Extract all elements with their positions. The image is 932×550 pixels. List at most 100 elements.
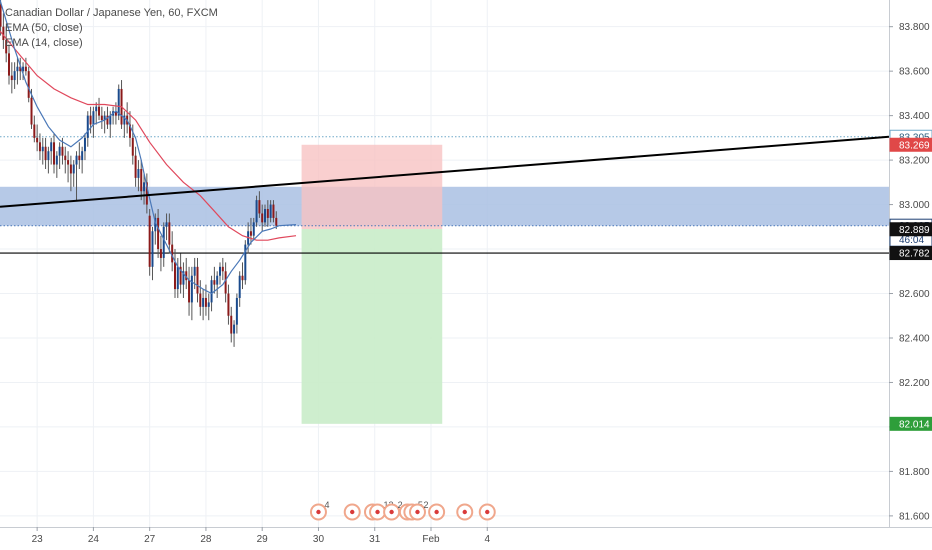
candle-body bbox=[134, 155, 137, 178]
time-axis-bg bbox=[0, 527, 932, 550]
y-tick-label: 82.400 bbox=[899, 333, 930, 344]
candle-body bbox=[213, 280, 216, 285]
candle-body bbox=[89, 115, 92, 125]
candle-body bbox=[55, 155, 58, 165]
candle-body bbox=[19, 66, 22, 72]
candle-body bbox=[41, 146, 44, 152]
price-label-text: 46:04 bbox=[899, 235, 924, 246]
candle-body bbox=[47, 151, 50, 161]
y-tick-label: 81.600 bbox=[899, 511, 930, 522]
y-tick-label: 83.400 bbox=[899, 111, 930, 122]
candle-body bbox=[72, 164, 75, 174]
candle-body bbox=[244, 244, 247, 281]
legend-title: Canadian Dollar / Japanese Yen, 60, FXCM bbox=[5, 7, 218, 19]
trendline-layer[interactable] bbox=[0, 135, 890, 208]
candle-body bbox=[69, 164, 72, 174]
candle-body bbox=[95, 106, 98, 112]
x-tick-label: 24 bbox=[88, 534, 100, 545]
candle-body bbox=[216, 275, 219, 285]
candle-body bbox=[103, 115, 106, 121]
x-tick-label: 27 bbox=[144, 534, 156, 545]
x-tick-label: 28 bbox=[200, 534, 212, 545]
candle-body bbox=[238, 275, 241, 298]
candle-body bbox=[264, 209, 267, 223]
event-count: 2 bbox=[423, 500, 428, 510]
event-marker-dot bbox=[434, 509, 439, 515]
y-tick-label: 83.000 bbox=[899, 200, 930, 211]
price-label-text: 82.014 bbox=[899, 419, 930, 430]
candle-body bbox=[117, 88, 120, 116]
price-label-text: 82.782 bbox=[899, 249, 930, 260]
event-count: 2 bbox=[398, 500, 403, 510]
x-tick-label: 31 bbox=[369, 534, 381, 545]
candle-body bbox=[252, 222, 255, 236]
candle-body bbox=[38, 142, 41, 152]
candle-body bbox=[196, 266, 199, 294]
ema-14-line bbox=[0, 0, 297, 295]
candle-body bbox=[50, 142, 53, 152]
horizontal-lines-layer bbox=[0, 136, 889, 254]
y-tick-label: 81.800 bbox=[899, 467, 930, 478]
event-marker-dot bbox=[462, 509, 467, 515]
candle-body bbox=[33, 124, 36, 138]
candle-body bbox=[210, 280, 213, 303]
price-label-box bbox=[889, 416, 932, 431]
candle-body bbox=[185, 271, 188, 281]
candle-body bbox=[269, 204, 272, 218]
candle-body bbox=[81, 151, 84, 161]
legend-ema-50[interactable]: EMA (50, close) bbox=[5, 22, 83, 34]
candle-body bbox=[266, 209, 269, 218]
y-tick-label: 83.200 bbox=[899, 156, 930, 167]
candle-body bbox=[44, 146, 47, 161]
candle-body bbox=[255, 200, 258, 223]
candle-body bbox=[10, 75, 13, 81]
candle-body bbox=[36, 137, 39, 143]
candle-body bbox=[131, 137, 134, 156]
candle-body bbox=[193, 266, 196, 276]
candle-body bbox=[151, 231, 154, 267]
price-label-box bbox=[889, 222, 932, 237]
candle-body bbox=[2, 26, 5, 41]
candle-body bbox=[109, 115, 112, 125]
y-tick-label: 83.600 bbox=[899, 67, 930, 78]
candle-body bbox=[106, 115, 109, 125]
event-marker-dot bbox=[389, 509, 394, 515]
x-tick-label: 29 bbox=[257, 534, 269, 545]
candle-body bbox=[58, 146, 61, 156]
trendline bbox=[0, 135, 890, 208]
candle-body bbox=[53, 142, 56, 165]
candle-body bbox=[123, 115, 126, 125]
candle-body bbox=[275, 217, 278, 226]
price-label-text: 82.889 bbox=[899, 225, 930, 236]
candle-body bbox=[190, 275, 193, 303]
chart-legend: Canadian Dollar / Japanese Yen, 60, FXCM… bbox=[5, 6, 218, 51]
position-stop-area bbox=[301, 144, 443, 230]
event-count: 4 bbox=[324, 500, 329, 510]
event-marker-dot bbox=[375, 509, 380, 515]
ema-layer bbox=[0, 0, 297, 295]
candle-body bbox=[64, 155, 67, 161]
candle-body bbox=[137, 168, 140, 178]
price-label-text: 83.269 bbox=[899, 140, 930, 151]
candle-body bbox=[224, 271, 227, 294]
candle-body bbox=[199, 293, 202, 307]
candle-body bbox=[176, 266, 179, 290]
y-tick-label: 83.800 bbox=[899, 22, 930, 33]
candle-body bbox=[30, 97, 33, 125]
legend-ema-14[interactable]: EMA (14, close) bbox=[5, 37, 83, 49]
candle-body bbox=[165, 222, 168, 227]
candle-body bbox=[272, 204, 275, 218]
candle-body bbox=[22, 66, 25, 72]
x-tick-label: 23 bbox=[32, 534, 44, 545]
candle-body bbox=[16, 66, 19, 72]
event-marker-dot bbox=[415, 509, 420, 515]
candle-body bbox=[5, 40, 8, 54]
events-layer[interactable]: 412252 bbox=[309, 500, 496, 521]
x-tick-label: 4 bbox=[484, 534, 490, 545]
candle-body bbox=[230, 315, 233, 334]
position-target-area bbox=[301, 229, 443, 424]
candle-body bbox=[171, 244, 174, 263]
x-tick-label: Feb bbox=[422, 534, 440, 545]
candle-body bbox=[92, 111, 95, 125]
